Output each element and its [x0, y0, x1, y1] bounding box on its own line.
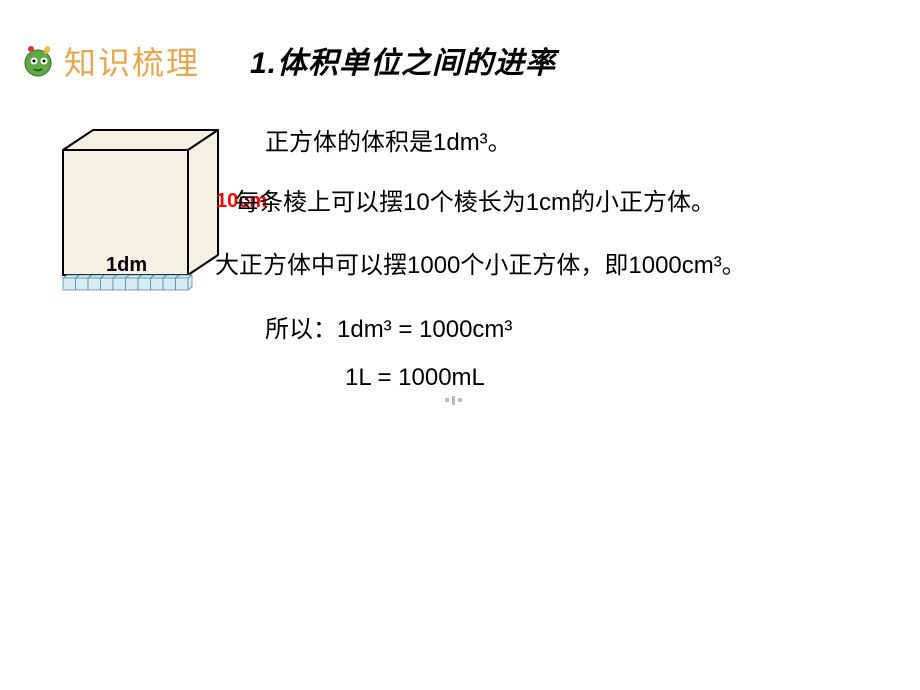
text-line-1: 正方体的体积是1dm³。	[265, 125, 512, 161]
main-title: 1.体积单位之间的进率	[250, 38, 556, 82]
cube-svg	[38, 120, 238, 320]
logo-icon	[20, 43, 56, 79]
cube-diagram: 10cm 1dm	[38, 120, 208, 300]
edge-label-1dm: 1dm	[106, 254, 147, 277]
section-title: 知识梳理	[64, 38, 200, 84]
text-line-5: 1L = 1000mL	[345, 360, 485, 396]
text-line-4: 所以：1dm³ = 1000cm³	[265, 312, 512, 348]
page-marker	[445, 395, 465, 405]
text-line-3: 大正方体中可以摆1000个小正方体，即1000cm³。	[215, 248, 746, 284]
text-line-2: 每条棱上可以摆10个棱长为1cm的小正方体。	[235, 185, 715, 221]
header: 知识梳理	[20, 38, 200, 84]
